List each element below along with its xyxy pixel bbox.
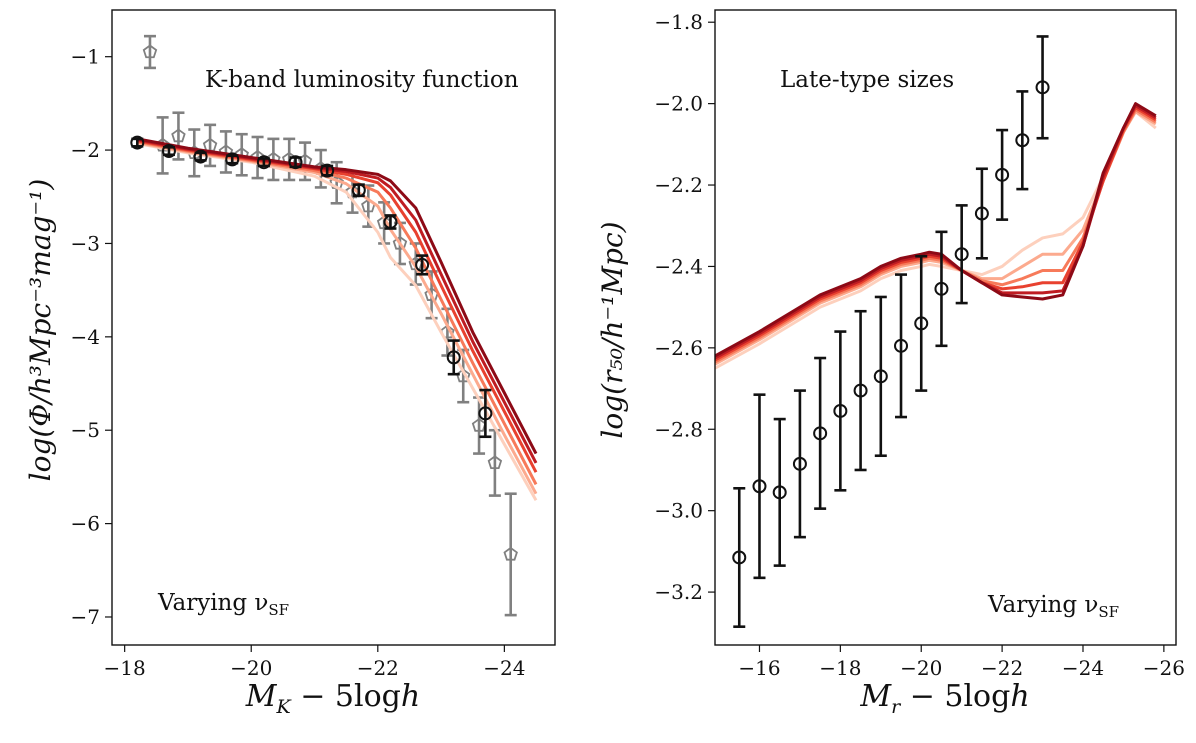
black-obs-point (732, 550, 747, 565)
black-obs-point (1015, 133, 1030, 148)
grey-obs-point (392, 235, 408, 250)
left-model-line-6 (137, 137, 538, 455)
left-y-tick-label: −5 (71, 418, 100, 442)
left-x-tick-label: −20 (230, 656, 272, 680)
right-y-tick-label: −3.0 (654, 499, 703, 523)
black-obs-point (1035, 80, 1050, 95)
black-obs-point (914, 316, 929, 331)
right-x-axis-label: Mr − 5logh (859, 679, 1029, 718)
black-obs-point (478, 406, 493, 421)
black-obs-point (415, 257, 430, 272)
black-obs-point (225, 152, 240, 167)
black-obs-point (351, 183, 366, 198)
right-y-tick-label: −3.2 (654, 580, 703, 604)
black-obs-point (813, 426, 828, 441)
right-x-tick-label: −16 (738, 656, 780, 680)
black-obs-point (256, 155, 271, 170)
left-panel: −18 −20 −22 −24 −7 −6 −5 −4 −3 −2 −1 K-band lumino… (24, 9, 556, 718)
left-y-tick-label: −4 (71, 325, 100, 349)
left-axes-frame (111, 9, 556, 646)
left-legend-label: K-band luminosity function (205, 67, 519, 93)
black-obs-point (873, 369, 888, 384)
left-ticks: −18 −20 −22 −24 −7 −6 −5 −4 −3 −2 −1 (71, 45, 526, 680)
black-obs-point (383, 214, 398, 229)
right-model-line-1 (715, 110, 1157, 370)
black-obs-point (446, 350, 461, 365)
black-obs-point (792, 456, 807, 471)
black-obs-point (130, 135, 145, 150)
left-series-group (130, 111, 538, 617)
left-x-tick-label: −22 (357, 656, 399, 680)
left-x-axis-label: MK − 5logh (245, 679, 420, 718)
black-obs-point (954, 247, 969, 262)
right-series-group (715, 35, 1157, 628)
black-obs-point (995, 167, 1010, 182)
grey-obs-point (503, 546, 518, 561)
black-obs-point (320, 163, 335, 178)
left-annotation: Varying νSF (157, 590, 289, 619)
black-obs-point (974, 206, 989, 221)
right-legend-label: Late-type sizes (780, 67, 954, 93)
right-x-tick-label: −26 (1143, 656, 1185, 680)
right-y-tick-label: −2.4 (654, 254, 703, 278)
black-obs-point (772, 485, 787, 500)
grey-obs-point (171, 128, 186, 143)
right-x-tick-label: −18 (819, 656, 861, 680)
right-y-tick-label: −2.8 (654, 417, 703, 441)
right-y-tick-label: −1.8 (654, 10, 703, 34)
left-y-tick-label: −3 (71, 231, 100, 255)
black-obs-point (833, 403, 848, 418)
right-axes-frame (714, 9, 1177, 646)
right-panel: −16 −18 −20 −22 −24 −26 −3.2 −3.0 −2.8 −2.6 −2.4 −2… (596, 9, 1185, 718)
left-y-tick-label: −7 (71, 605, 100, 629)
right-model-line-6 (715, 102, 1157, 358)
right-plot-area (715, 35, 1157, 628)
black-obs-point (894, 338, 909, 353)
black-obs-point (853, 383, 868, 398)
right-annotation: Varying νSF (987, 592, 1119, 621)
right-x-tick-label: −24 (1062, 656, 1104, 680)
left-plot-area (130, 34, 538, 617)
right-y-tick-label: −2.6 (654, 336, 703, 360)
black-obs-point (193, 149, 208, 164)
black-obs-point (752, 479, 767, 494)
left-x-tick-label: −24 (483, 656, 525, 680)
right-y-axis-label: log(r₅₀/h⁻¹Mpc) (596, 221, 629, 438)
left-y-axis-label: log(Φ/h³Mpc⁻³mag⁻¹) (24, 179, 57, 482)
right-y-tick-label: −2.2 (654, 173, 703, 197)
left-y-tick-label: −6 (71, 512, 100, 536)
grey-obs-point (440, 324, 455, 339)
left-y-tick-label: −1 (71, 45, 100, 69)
right-y-tick-label: −2.0 (654, 92, 703, 116)
right-x-tick-label: −22 (981, 656, 1023, 680)
right-x-tick-label: −20 (900, 656, 942, 680)
black-obs-point (161, 144, 176, 159)
black-obs-point (288, 155, 303, 170)
legend-marker (142, 44, 158, 59)
left-y-tick-label: −2 (71, 138, 100, 162)
black-obs-point (934, 281, 949, 296)
grey-obs-point (487, 455, 503, 470)
right-ticks: −16 −18 −20 −22 −24 −26 −3.2 −3.0 −2.8 −2.6 −2.4 −2… (654, 10, 1185, 680)
left-x-tick-label: −18 (104, 656, 146, 680)
